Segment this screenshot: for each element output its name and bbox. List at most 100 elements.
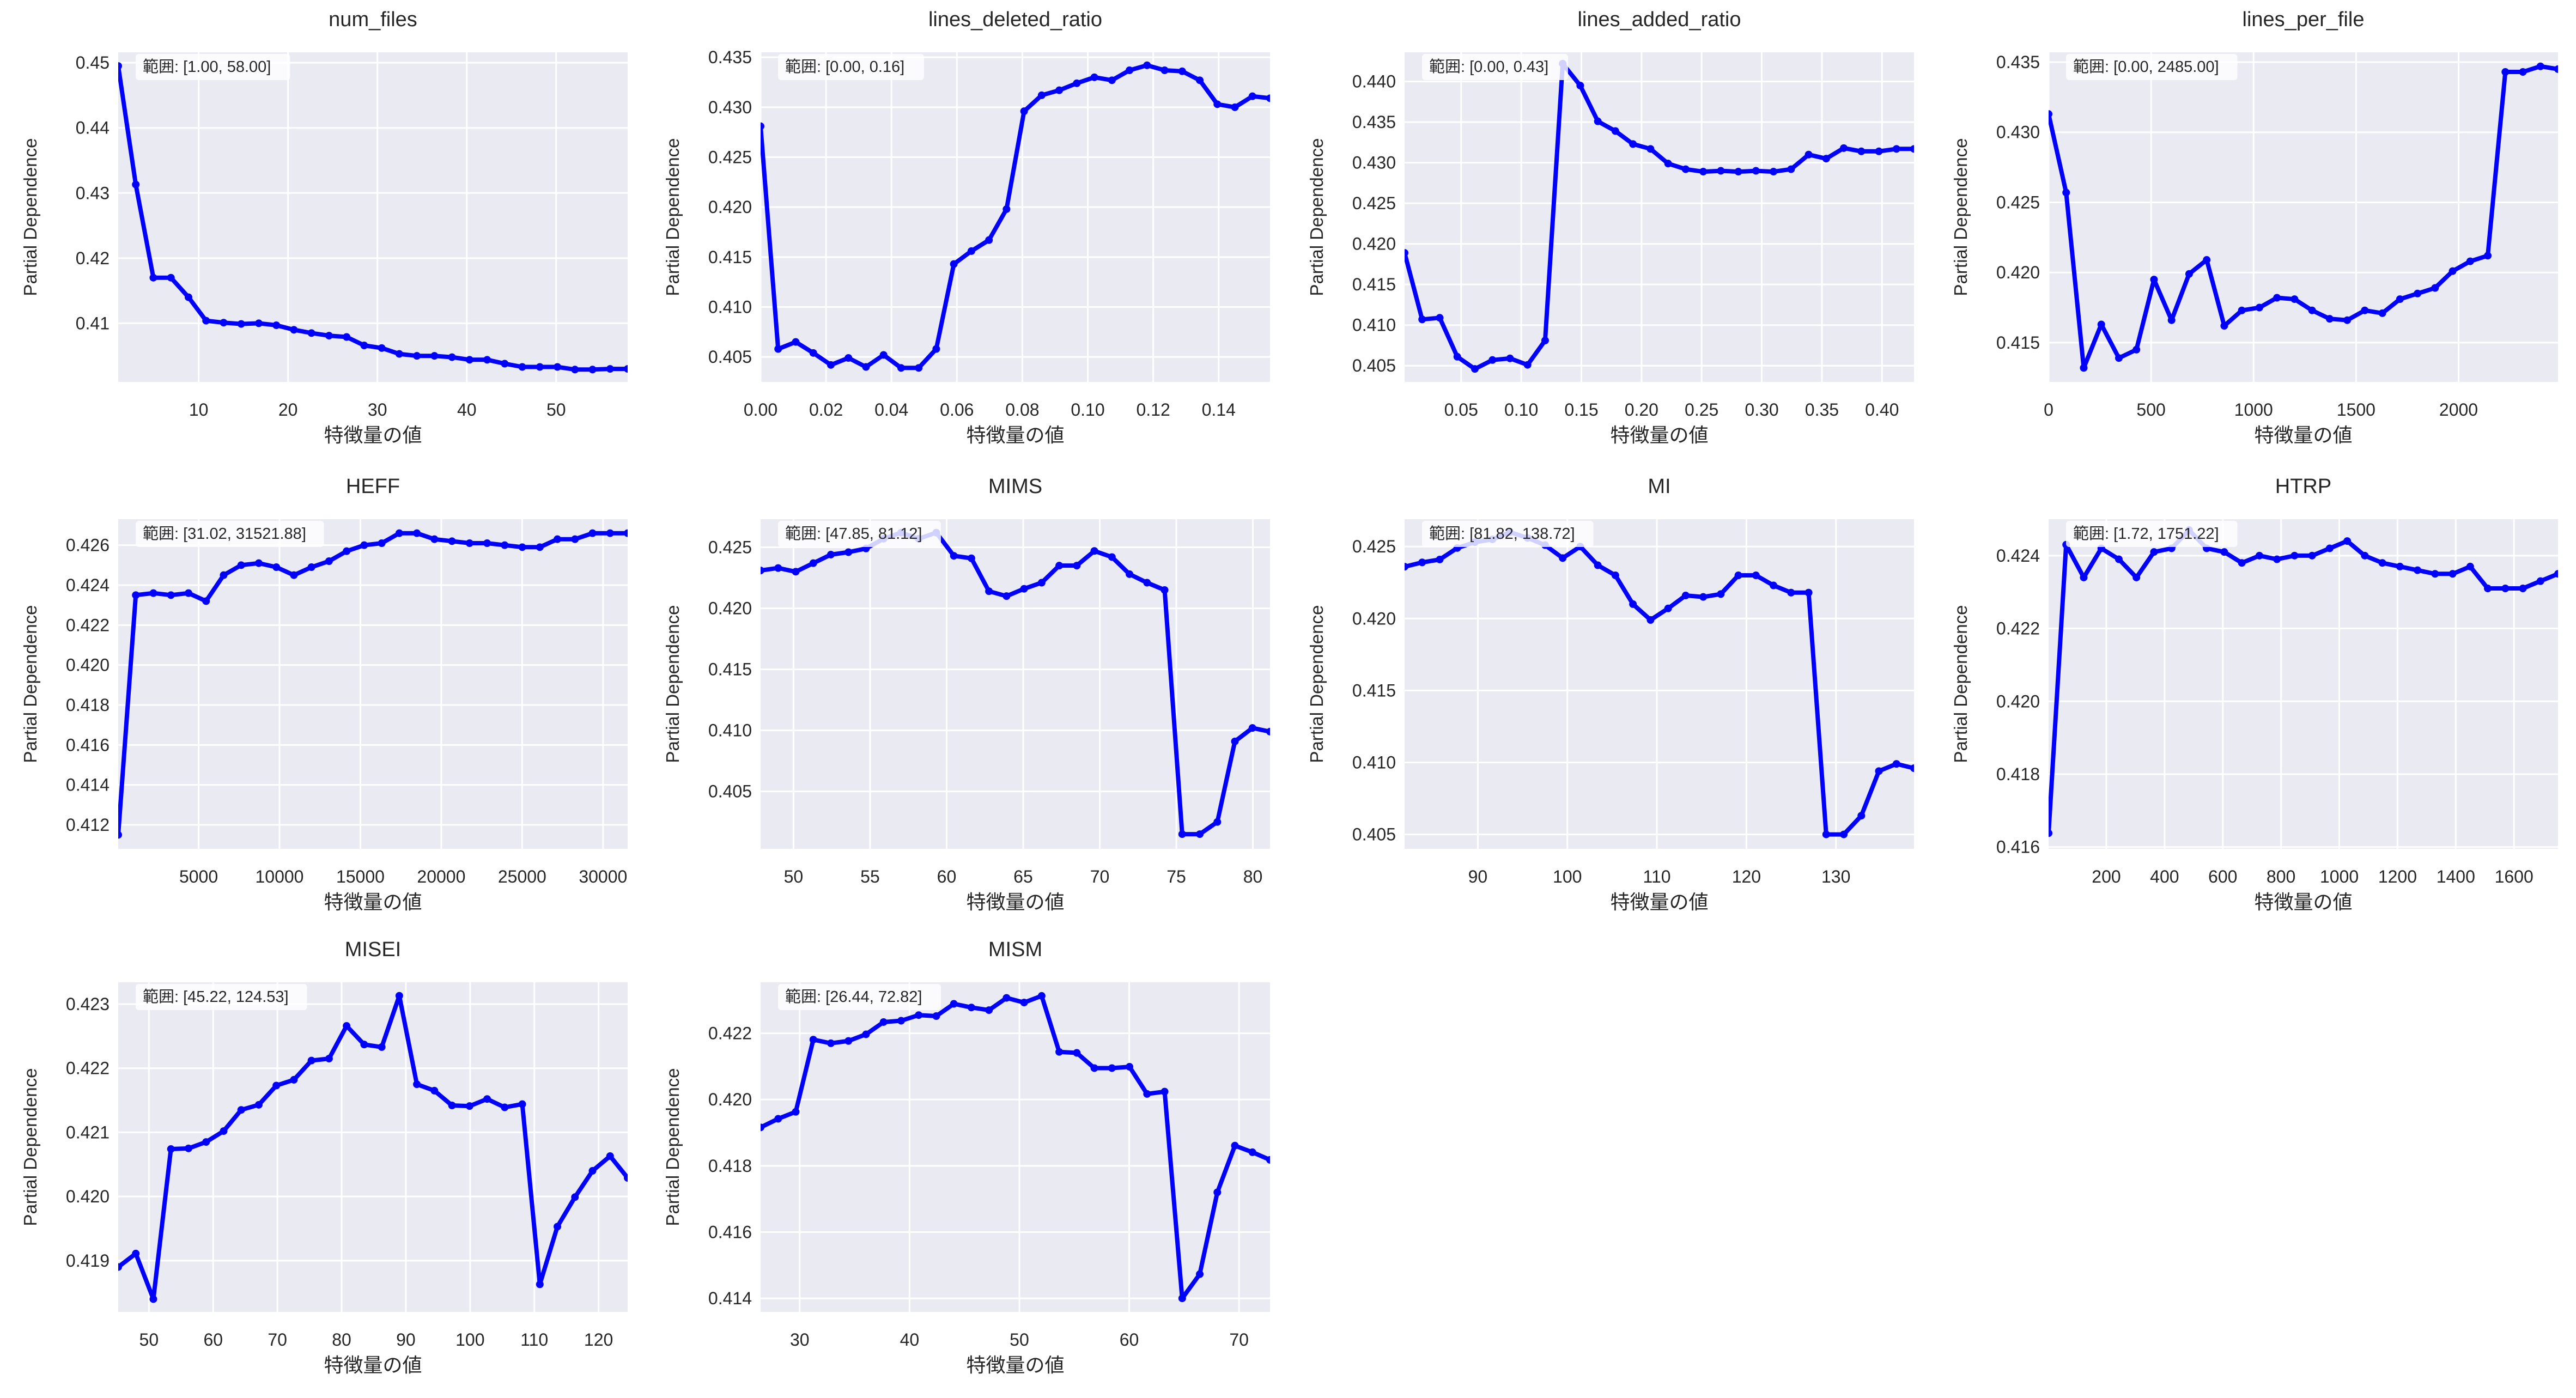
pd-point [1037, 992, 1046, 1000]
pd-point [1418, 558, 1426, 567]
x-tick-label: 100 [455, 1330, 484, 1350]
y-tick-label: 0.430 [1996, 123, 2040, 142]
pd-point [950, 260, 958, 268]
pd-point [967, 1004, 975, 1012]
pd-point [1611, 572, 1619, 580]
pd-point [1822, 155, 1830, 163]
pd-point [1231, 737, 1239, 745]
pd-point [967, 247, 975, 255]
pd-point [2080, 573, 2088, 581]
pd-point [325, 557, 333, 565]
pd-point [290, 1075, 298, 1084]
pd-point [465, 539, 473, 547]
pd-point [2167, 316, 2176, 324]
pd-point [1822, 830, 1830, 838]
x-axis-label: 特徴量の値 [1610, 424, 1708, 446]
pd-point [1161, 586, 1169, 594]
y-tick-label: 0.414 [66, 775, 110, 795]
y-tick-label: 0.415 [1996, 333, 2040, 352]
pd-point [378, 1043, 386, 1051]
y-tick-label: 0.422 [1996, 619, 2040, 639]
pd-point [518, 363, 526, 371]
pd-point [1787, 165, 1795, 173]
x-tick-label: 1000 [2234, 400, 2273, 420]
pd-point [272, 321, 281, 329]
x-tick-label: 0.30 [1745, 400, 1778, 420]
range-annotation-text: 範囲: [31.02, 31521.88] [143, 525, 306, 543]
pd-point [1647, 145, 1655, 153]
range-annotation-text: 範囲: [0.00, 0.16] [785, 58, 904, 76]
pd-point [2133, 345, 2141, 354]
subplot-num-files: 10 20 30 40 50 0.41 0.42 0.43 0.44 0.45 範囲: [1.00,… [20, 8, 628, 446]
pd-point [202, 1138, 210, 1146]
pd-point [1196, 76, 1204, 84]
pd-point [1178, 1294, 1186, 1303]
pd-point [536, 363, 544, 371]
pd-point [237, 1106, 245, 1114]
pd-point [2554, 65, 2558, 73]
pd-point [343, 1022, 351, 1030]
pd-point [1559, 554, 1567, 562]
pd-point [2273, 555, 2281, 563]
pd-point [2519, 68, 2527, 76]
x-tick-label: 0.25 [1685, 400, 1718, 420]
pd-point [827, 1039, 835, 1047]
x-tick-label: 20000 [417, 867, 465, 886]
subplot-title: MI [1648, 475, 1670, 498]
pd-point [132, 180, 140, 189]
y-tick-label: 0.422 [66, 615, 110, 635]
pd-point [2431, 284, 2439, 292]
pd-point [1699, 168, 1708, 176]
axes-background [118, 982, 628, 1312]
pd-point [536, 543, 544, 551]
y-tick-label: 0.435 [708, 47, 752, 67]
range-annotation-box [778, 54, 924, 80]
pd-point [571, 535, 579, 543]
y-tick-label: 0.422 [708, 1024, 752, 1043]
x-tick-label: 0.20 [1625, 400, 1658, 420]
pd-point [378, 344, 386, 352]
y-tick-label: 0.420 [1996, 263, 2040, 282]
pd-point [792, 568, 800, 576]
pd-point [1910, 145, 1914, 153]
pd-point [932, 1012, 940, 1020]
x-tick-label: 55 [860, 867, 880, 886]
pd-point [1840, 830, 1848, 838]
pd-point [1248, 724, 1256, 732]
pd-point [395, 350, 403, 358]
pd-point [1717, 590, 1725, 598]
axes-background [118, 519, 628, 849]
pd-point [2308, 551, 2316, 560]
pd-point [1073, 79, 1081, 87]
range-annotation-box [136, 984, 307, 1010]
pd-point [1664, 604, 1672, 612]
pd-point [932, 345, 940, 353]
pd-point [862, 1030, 870, 1038]
y-tick-label: 0.416 [66, 735, 110, 755]
pd-point [1231, 103, 1239, 111]
y-tick-label: 0.420 [708, 197, 752, 217]
pd-point [571, 1193, 579, 1201]
pd-point [1108, 76, 1116, 84]
pd-point [132, 1249, 140, 1257]
x-tick-label: 2000 [2439, 400, 2478, 420]
pd-point [1266, 727, 1270, 736]
y-axis-label: Partial Dependence [1307, 138, 1327, 296]
pd-point [1787, 588, 1795, 597]
subplot-title: lines_added_ratio [1577, 8, 1741, 31]
y-tick-label: 0.44 [76, 118, 110, 138]
x-tick-label: 50 [784, 867, 804, 886]
pd-point [950, 552, 958, 560]
x-tick-label: 110 [520, 1330, 548, 1350]
pd-point [2325, 544, 2334, 552]
pd-point [1594, 117, 1602, 125]
x-tick-label: 1400 [2437, 867, 2475, 886]
x-tick-label: 15000 [336, 867, 385, 886]
y-tick-label: 0.410 [708, 721, 752, 740]
subplot-title: MIMS [988, 475, 1042, 498]
pd-point [1090, 547, 1098, 555]
pd-point [1699, 593, 1708, 601]
pd-point [430, 352, 439, 360]
pd-point [1523, 361, 1532, 369]
